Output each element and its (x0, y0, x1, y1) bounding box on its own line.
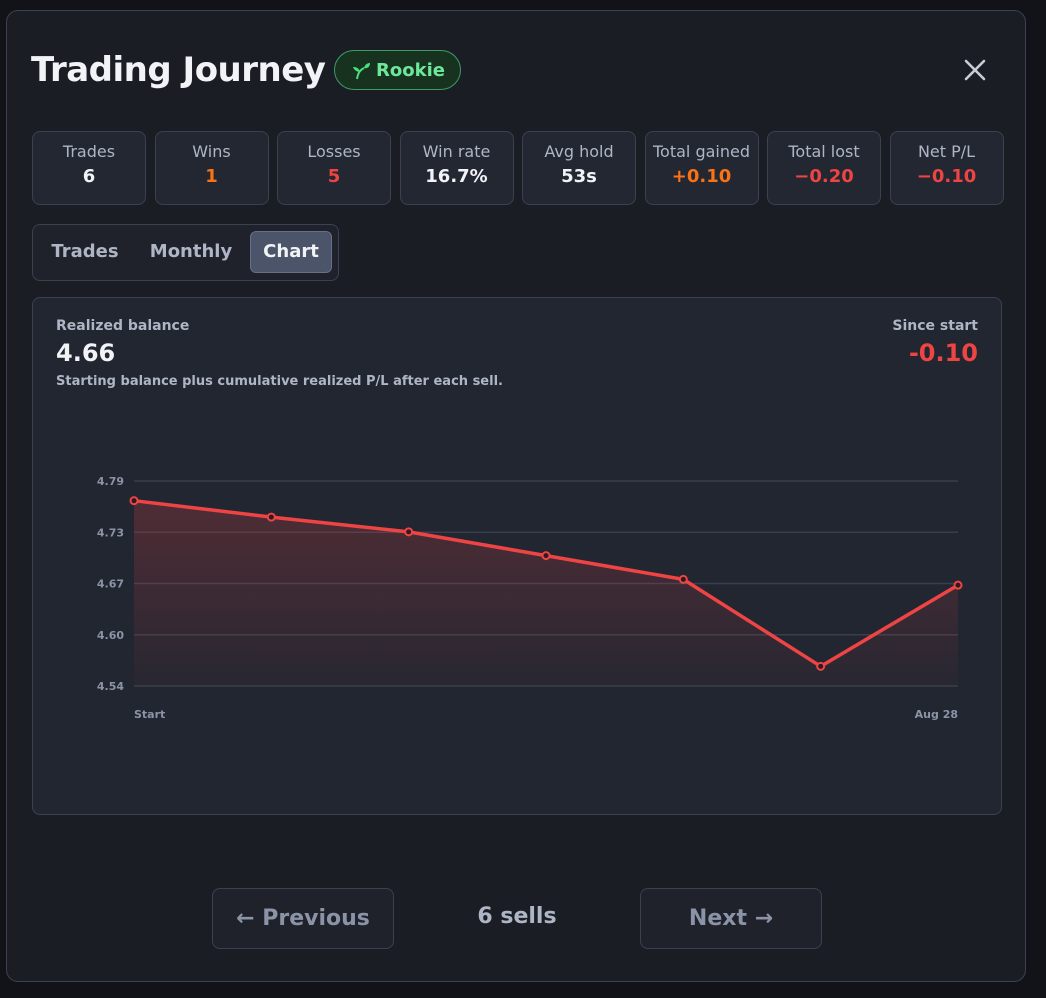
page-count: 6 sells (477, 904, 557, 929)
y-tick-label: 4.73 (97, 526, 124, 539)
since-value: -0.10 (908, 339, 978, 367)
stat-value: 53s (561, 166, 597, 187)
stat-label: Total lost (788, 142, 860, 161)
stat-label: Avg hold (544, 142, 614, 161)
stat-value: −0.10 (916, 166, 977, 187)
stat-label: Win rate (422, 142, 491, 161)
y-tick-label: 4.79 (97, 475, 124, 488)
previous-button[interactable]: ← Previous (212, 888, 394, 949)
stat-card: Avg hold 53s (522, 131, 636, 205)
tab[interactable]: Trades (51, 241, 119, 262)
sprout-icon (353, 63, 371, 80)
badge-text: Rookie (376, 59, 445, 81)
y-tick-label: 4.54 (97, 680, 124, 693)
point (816, 661, 826, 671)
chart: 4.54 4.60 4.67 4.73 4.79 Start Aug 28 (97, 475, 963, 721)
panel-note: Starting balance plus cumulative realize… (56, 374, 503, 389)
stat-value: −0.20 (794, 166, 854, 187)
panel-label: Realized balance (56, 318, 190, 334)
point (678, 574, 688, 584)
stat-label: Net P/L (917, 142, 976, 161)
stat-value: +0.10 (671, 166, 732, 187)
stat-label: Total gained (653, 142, 750, 161)
since-label: Since start (892, 318, 978, 334)
point (129, 496, 139, 506)
tab[interactable]: Monthly (149, 241, 233, 262)
stat-card: Losses 5 (277, 131, 391, 205)
next-button[interactable]: Next → (640, 888, 822, 949)
y-tick-label: 4.67 (97, 578, 124, 591)
close-button[interactable] (960, 55, 990, 85)
stat-card: Net P/L −0.10 (889, 131, 1004, 205)
tab-active[interactable]: Chart (250, 231, 332, 273)
stat-card: Win rate 16.7% (399, 131, 514, 205)
y-tick-label: 4.60 (97, 629, 124, 642)
stat-label: Trades (62, 142, 116, 161)
x-tick-label: Start (134, 708, 165, 721)
stat-card: Wins 1 (154, 131, 269, 205)
stat-value: 6 (82, 166, 96, 187)
rank-badge: Rookie (334, 50, 461, 90)
stat-value: 16.7% (425, 166, 488, 187)
stat-card: Trades 6 (32, 131, 146, 205)
stat-value: 5 (327, 166, 341, 187)
stat-label: Wins (192, 142, 231, 161)
area (134, 500, 958, 686)
panel-value: 4.66 (56, 339, 116, 367)
stat-label: Losses (307, 142, 361, 161)
point (953, 580, 963, 590)
point (266, 512, 276, 522)
point (541, 551, 551, 561)
title: Trading Journey (31, 50, 326, 90)
point (404, 527, 414, 537)
stat-card: Total gained +0.10 (644, 131, 759, 205)
stat-card: Total lost −0.20 (767, 131, 881, 205)
x-tick-label: Aug 28 (915, 708, 958, 721)
stat-value: 1 (205, 166, 218, 187)
